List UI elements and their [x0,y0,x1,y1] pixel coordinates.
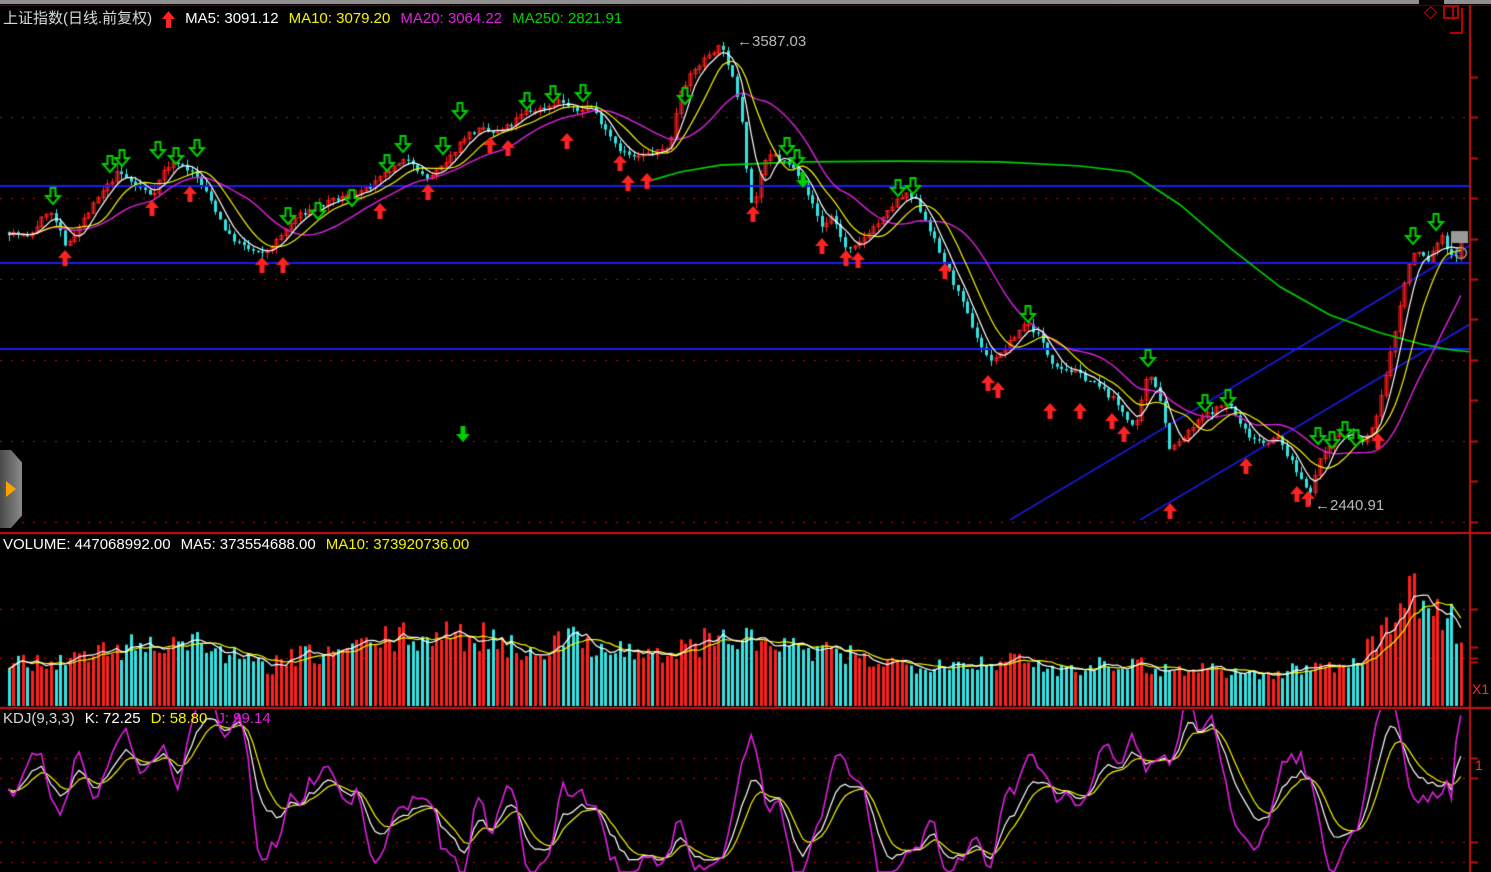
ma10-value: MA10: 3079.20 [288,10,391,27]
kdj-name: KDJ(9,3,3) [3,710,75,727]
ma5-value: MA5: 3091.12 [185,10,279,27]
expand-arrow-icon [6,481,16,497]
ma250-value: MA250: 2821.91 [512,10,623,27]
kdj-k-value: K: 72.25 [84,710,141,727]
high-price-annotation: ←3587.03 [737,33,807,50]
window-hook-line-v [1461,8,1463,34]
up-arrow-icon [162,11,176,28]
kdj-scale-label: 1 [1475,757,1483,773]
chart-title: 上证指数(日线.前复权) [3,10,153,27]
diamond-icon[interactable]: ◇ [1424,2,1438,21]
window-hook-line-h [1450,32,1461,34]
window-top-border [0,0,1491,4]
kdj-j-value: J: 99.14 [217,710,271,727]
low-price-annotation: ←2440.91 [1315,497,1385,514]
window-top-border-gap [1419,0,1444,4]
kdj-d-value: D: 58.80 [150,710,208,727]
kdj-header: KDJ(9,3,3) K: 72.25 D: 58.80 J: 99.14 [3,710,271,728]
volume-value: VOLUME: 447068992.00 [3,536,171,553]
volume-ma5-value: MA5: 373554688.00 [180,536,316,553]
volume-scale-label[interactable]: X1 [1472,681,1490,697]
panel-expand-handle[interactable] [0,450,22,528]
split-window-divider [1452,7,1454,17]
ma20-value: MA20: 3064.22 [400,10,503,27]
split-window-icon[interactable] [1443,5,1459,19]
volume-ma10-value: MA10: 373920736.00 [325,536,470,553]
volume-header: VOLUME: 447068992.00 MA5: 373554688.00 M… [3,536,469,554]
main-chart-header: 上证指数(日线.前复权) MA5: 3091.12 MA10: 3079.20 … [3,10,622,28]
